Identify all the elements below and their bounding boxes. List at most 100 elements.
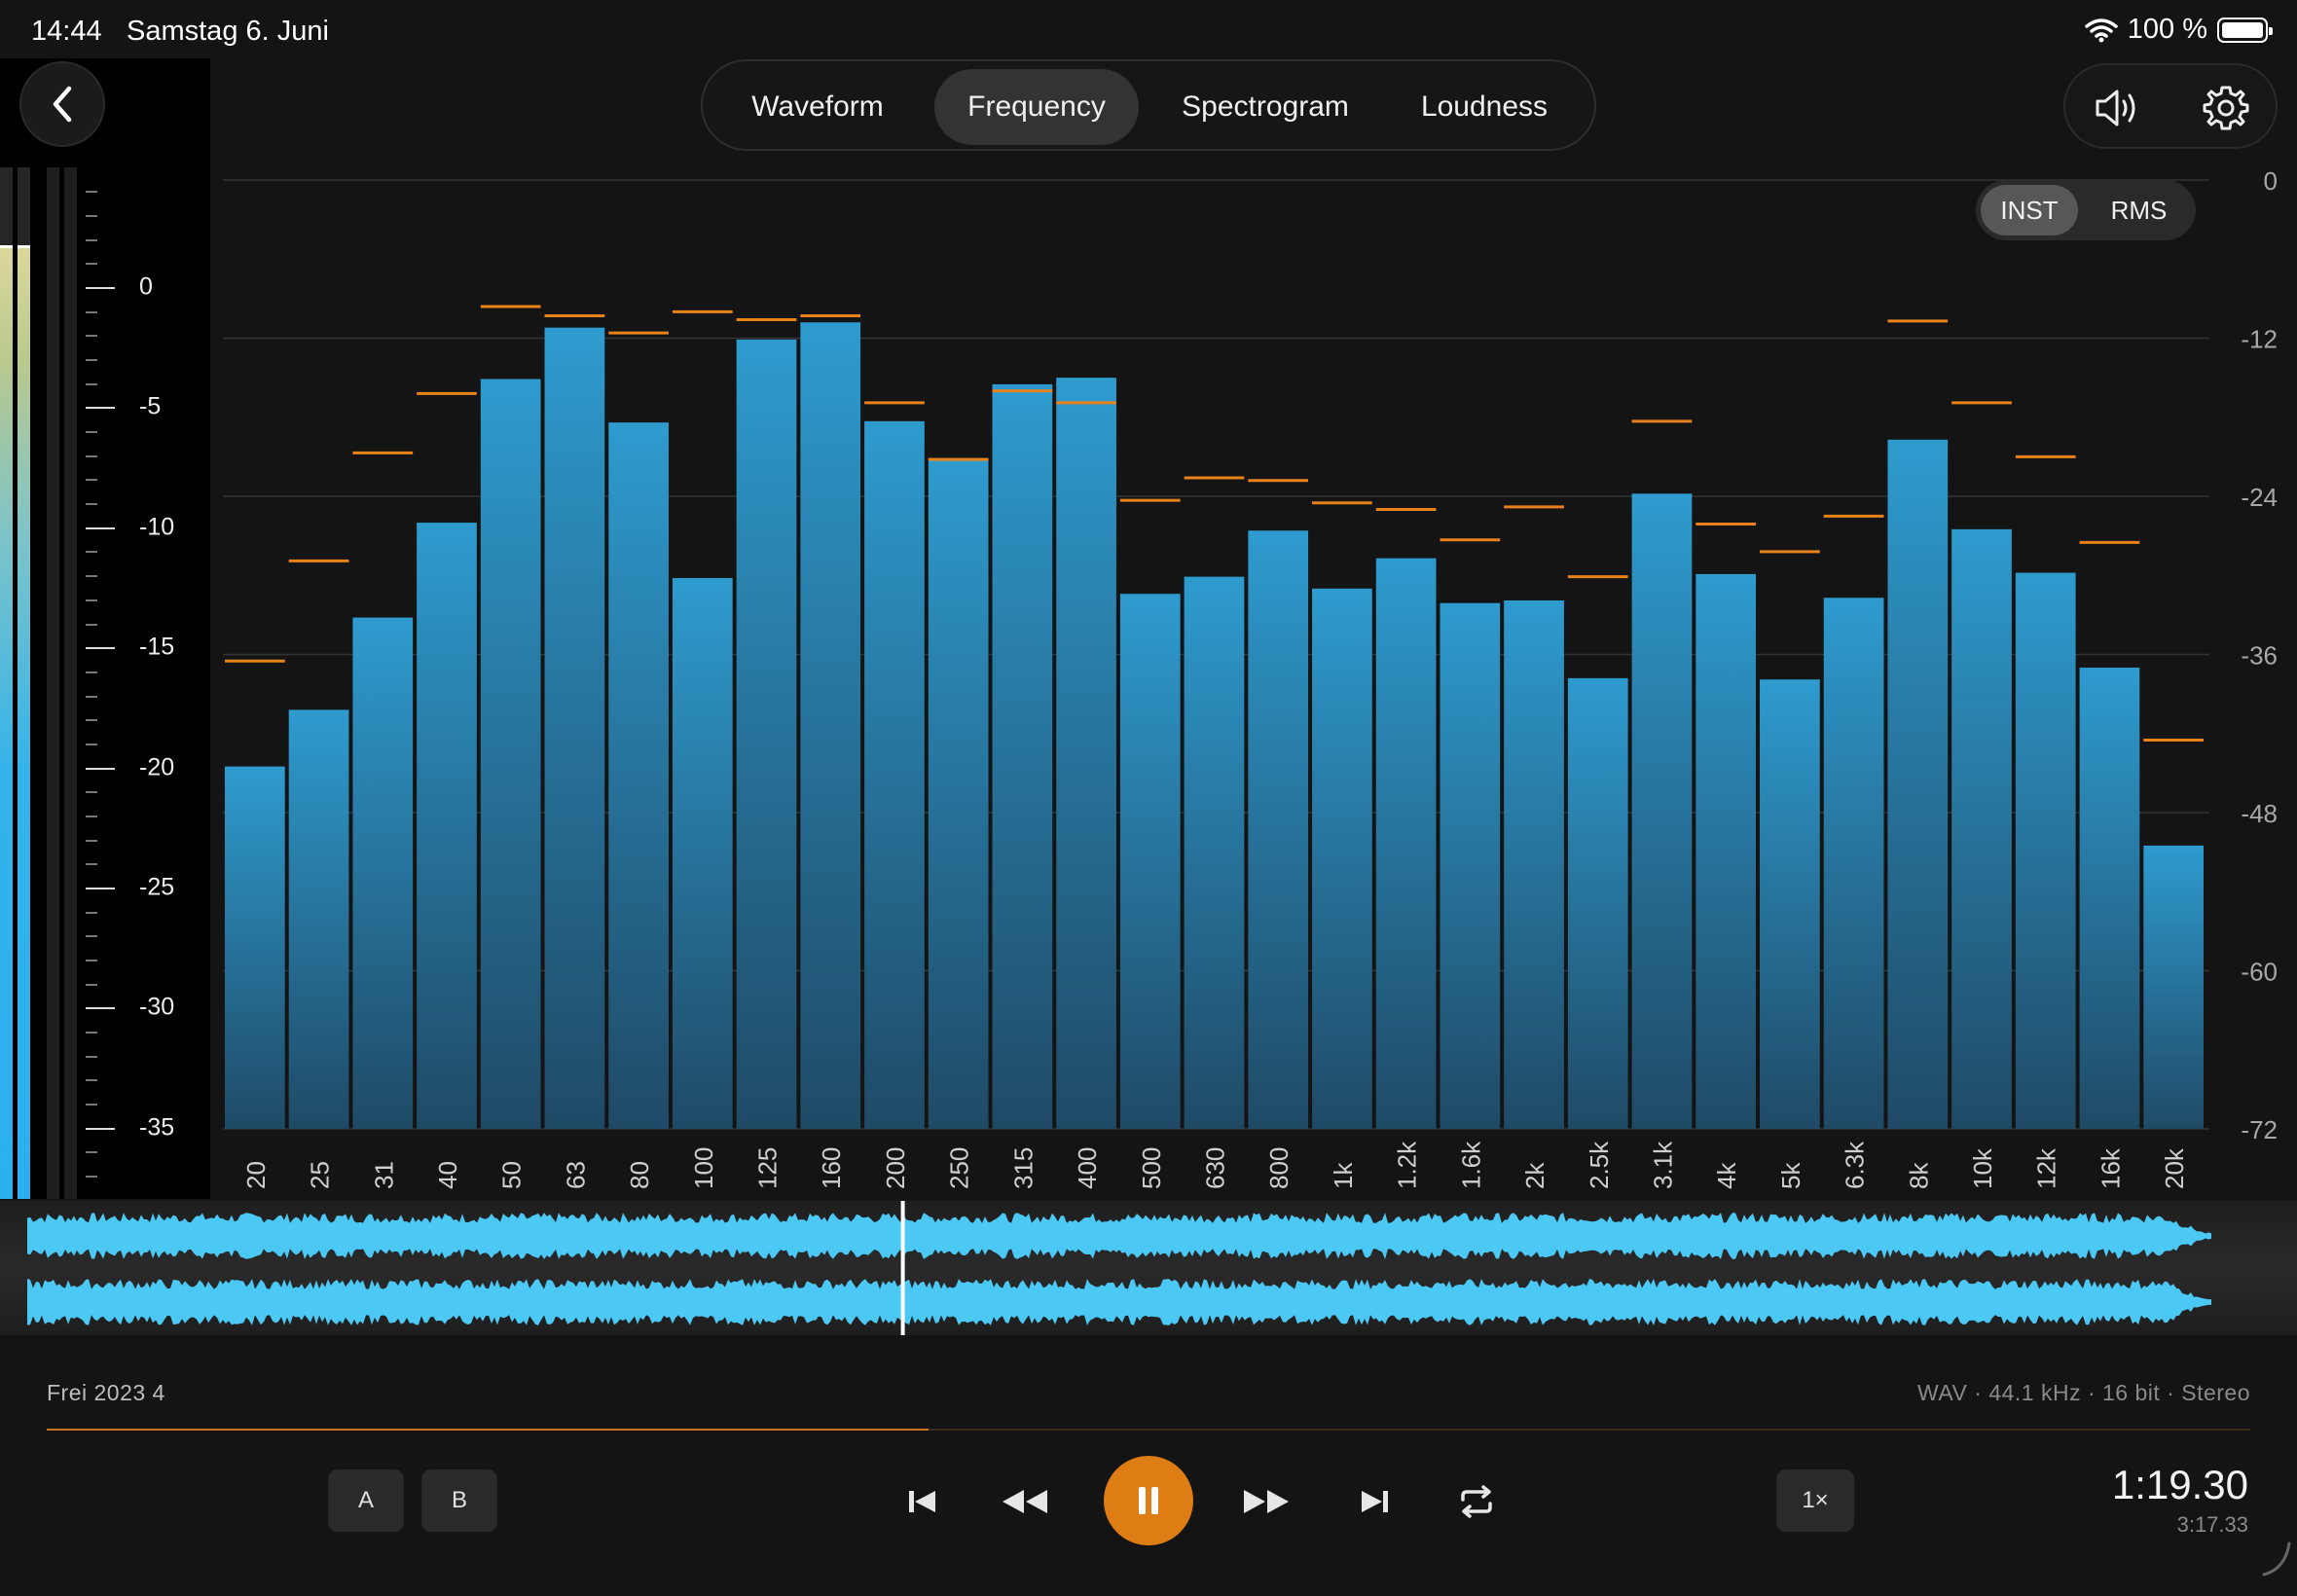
toggle-inst[interactable]: INST [1981, 185, 2078, 236]
tab-waveform[interactable]: Waveform [751, 91, 884, 123]
meter-minor-tick [86, 1151, 97, 1154]
fast-forward-button[interactable] [1232, 1469, 1300, 1534]
x-tick-label: 10k [1968, 1147, 1997, 1189]
meter-minor-tick [86, 359, 97, 362]
level-meter-panel: 0 -5 -10 -15 -20 -25 -30 -35 [0, 58, 210, 1199]
status-bar: 14:44 Samstag 6. Juni 100 % [0, 0, 2297, 58]
meter-scale-label: -20 [139, 753, 175, 781]
meter-minor-tick [86, 960, 97, 962]
frequency-bar [864, 420, 925, 1129]
meter-minor-tick [86, 1032, 97, 1034]
track-name: Frei 2023 4 [47, 1380, 165, 1405]
back-button[interactable] [19, 61, 105, 147]
frequency-bar [1119, 594, 1181, 1129]
frequency-bar [1375, 558, 1437, 1129]
toggle-rms[interactable]: RMS [2110, 195, 2168, 225]
meter-major-tick [86, 1127, 115, 1130]
meter-minor-tick [86, 1055, 97, 1058]
meter-minor-tick [86, 454, 97, 457]
skip-forward-button[interactable] [1341, 1469, 1409, 1534]
meter-minor-tick [86, 719, 97, 722]
x-tick-label: 12k [2032, 1147, 2061, 1189]
y-tick-label: -60 [2241, 958, 2278, 987]
frequency-bar [1567, 677, 1628, 1129]
meter-minor-tick [86, 911, 97, 914]
meter-minor-tick [86, 263, 97, 266]
x-tick-label: 6.3k [1841, 1141, 1870, 1189]
x-tick-label: 2k [1520, 1162, 1550, 1189]
tab-frequency[interactable]: Frequency [934, 69, 1139, 145]
frequency-chart: 0 -12 -24 -36 -48 -60 -72 20 25 31 40 50 63 80 100 125… [223, 166, 2278, 1189]
frequency-bar [288, 709, 349, 1129]
track-format: WAV · 44.1 kHz · 16 bit · Stereo [1917, 1380, 2250, 1405]
playhead[interactable] [900, 1201, 905, 1335]
meter-major-tick [86, 287, 115, 289]
frequency-bar [928, 457, 989, 1130]
speaker-icon [2096, 90, 2135, 127]
skip-back-button[interactable] [888, 1469, 956, 1534]
volume-button[interactable] [2065, 65, 2172, 151]
tab-spectrogram[interactable]: Spectrogram [1182, 91, 1349, 123]
chevron-left-icon [53, 86, 72, 123]
y-tick-label: -12 [2241, 325, 2278, 354]
meter-right-channel [18, 167, 30, 1199]
skip-previous-icon [909, 1491, 935, 1512]
frequency-bar [544, 327, 605, 1130]
loop-b-button[interactable]: B [421, 1469, 497, 1532]
progress-bar[interactable] [47, 1429, 2250, 1431]
x-tick-label: 160 [817, 1147, 846, 1189]
fast-forward-icon [1244, 1490, 1289, 1513]
meter-scale-label: -35 [139, 1113, 175, 1142]
meter-minor-tick [86, 623, 97, 626]
x-tick-label: 125 [753, 1147, 783, 1189]
x-tick-label: 63 [561, 1161, 590, 1189]
x-tick-label: 800 [1264, 1147, 1294, 1189]
meter-minor-tick [86, 503, 97, 506]
current-time: 1:19.30 [2111, 1462, 2248, 1507]
settings-button[interactable] [2172, 65, 2279, 151]
frequency-bar [1248, 530, 1309, 1129]
waveform-channel [27, 1213, 2211, 1259]
meter-minor-tick [86, 335, 97, 338]
meter-minor-tick [86, 791, 97, 794]
meter-scale-label: -5 [139, 392, 162, 420]
repeat-icon [1461, 1485, 1492, 1518]
x-tick-label: 100 [689, 1147, 718, 1189]
x-tick-label: 4k [1712, 1162, 1741, 1189]
rewind-button[interactable] [991, 1469, 1059, 1534]
meter-minor-tick [86, 214, 97, 217]
waveform-overview[interactable] [0, 1201, 2297, 1335]
x-tick-label: 8k [1904, 1162, 1933, 1189]
meter-minor-tick [86, 839, 97, 842]
frequency-bar [2143, 845, 2204, 1129]
tab-loudness[interactable]: Loudness [1420, 91, 1549, 123]
meter-minor-tick [86, 238, 97, 241]
frequency-bar [672, 577, 733, 1129]
meter-major-tick [86, 767, 115, 770]
meter-scale-label: 0 [139, 272, 153, 301]
pause-button[interactable] [1104, 1456, 1193, 1545]
loop-a-button[interactable]: A [328, 1469, 404, 1532]
meter-major-tick [86, 647, 115, 650]
repeat-button[interactable] [1442, 1469, 1511, 1534]
playback-speed-button[interactable]: 1× [1776, 1469, 1854, 1532]
frequency-bar [1760, 679, 1820, 1129]
x-tick-label: 31 [369, 1161, 398, 1189]
meter-rms-left [47, 167, 59, 1199]
meter-minor-tick [86, 575, 97, 578]
frequency-bar [225, 766, 285, 1129]
meter-minor-tick [86, 479, 97, 482]
meter-major-tick [86, 1007, 115, 1010]
status-right: 100 % [2085, 14, 2273, 46]
meter-major-tick [86, 526, 115, 529]
meter-scale: 0 -5 -10 -15 -20 -25 -30 -35 [86, 185, 202, 1197]
x-tick-label: 1.6k [1456, 1141, 1485, 1189]
battery-icon [2217, 17, 2273, 43]
frequency-bar [480, 379, 541, 1130]
frequency-bar [1440, 602, 1501, 1129]
progress-fill [47, 1429, 929, 1431]
x-tick-label: 80 [625, 1161, 654, 1189]
waveform-svg [27, 1201, 2211, 1335]
meter-scale-label: -15 [139, 633, 175, 661]
frequency-bar [992, 383, 1053, 1129]
